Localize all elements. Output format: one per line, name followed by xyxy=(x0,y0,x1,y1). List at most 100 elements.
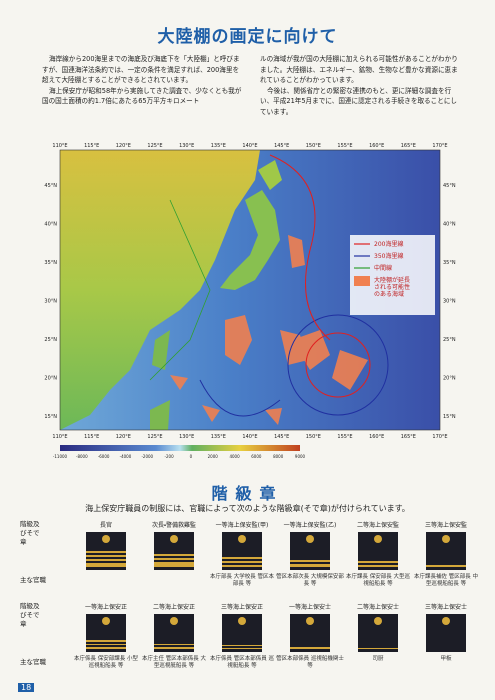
lat-label: 30°N xyxy=(44,299,57,305)
duties: 管区本部係員 巡視船機関士 等 xyxy=(276,656,344,669)
duties: 本庁係員 管区本部係員 巡視艇船長 等 xyxy=(210,656,274,669)
lat-label: 25°N xyxy=(44,337,57,343)
legend-label: 350海里線 xyxy=(374,252,403,260)
scale-label: -4000 xyxy=(120,454,132,459)
lon-label: 165°E xyxy=(401,143,416,149)
insignia xyxy=(86,532,126,570)
insignia xyxy=(426,614,466,652)
scale-label: 0 xyxy=(190,454,193,459)
extension-areas xyxy=(170,235,368,425)
paragraph: 海岸線から200海里までの海底及び海底下を「大陸棚」と呼びますが、国連海洋法条約… xyxy=(42,55,240,84)
lat-label: 30°N xyxy=(443,299,456,305)
duties: 本庁係長 保安部課長 小型巡視船船長 等 xyxy=(74,656,138,669)
stripe xyxy=(290,560,330,562)
emblem xyxy=(102,617,110,625)
scale-label: -8000 xyxy=(76,454,88,459)
stripe xyxy=(290,647,330,649)
insignia xyxy=(358,532,398,570)
rank-name: 二等海上保安監 xyxy=(356,522,399,529)
boundary-lines xyxy=(149,154,389,417)
lon-label: 115°E xyxy=(84,434,99,440)
hokkaido xyxy=(258,160,282,190)
lon-label: 155°E xyxy=(337,143,352,149)
row-label: 階級及びそで章 xyxy=(20,520,40,546)
lat-label: 40°N xyxy=(44,222,57,228)
rank-name: 長官 xyxy=(99,522,112,529)
stripe xyxy=(86,644,126,645)
insignia xyxy=(222,532,262,570)
duties: 本庁部長 大学校長 管区本部長 等 xyxy=(210,574,274,587)
duty-label: 主な官職 xyxy=(20,576,46,584)
scale-label: -2000 xyxy=(141,454,153,459)
stripe xyxy=(86,551,126,553)
lat-label: 45°N xyxy=(44,183,57,189)
scale-label: -6000 xyxy=(98,454,110,459)
stripe xyxy=(222,561,262,563)
stripe xyxy=(86,563,126,567)
insignia xyxy=(154,532,194,570)
rank-name: 一等海上保安監(乙) xyxy=(283,522,337,529)
lon-label: 115°E xyxy=(84,143,99,149)
duties: 甲板 xyxy=(440,656,452,662)
stripe xyxy=(222,557,262,559)
intro-left: 海岸線から200海里までの海底及び海底下を「大陸棚」と呼びますが、国連海洋法条約… xyxy=(42,54,242,107)
legend-label: 中間線 xyxy=(374,264,392,272)
rank-name: 二等海上保安士 xyxy=(356,604,399,611)
lon-label: 150°E xyxy=(306,143,321,149)
mainland xyxy=(60,150,260,430)
insignia xyxy=(86,614,126,652)
emblem xyxy=(442,617,450,625)
taiwan xyxy=(152,330,170,370)
row-label: 階級及びそで章 xyxy=(20,602,40,628)
stripe xyxy=(86,647,126,649)
emblem xyxy=(374,535,382,543)
rank-name: 三等海上保安正 xyxy=(220,604,263,611)
lat-label: 20°N xyxy=(44,376,57,382)
intro-right: ルの海域が我が国の大陸棚に加えられる可能性があることがわかりました。大陸棚は、エ… xyxy=(260,54,460,117)
section-title: 階級章 xyxy=(211,484,284,503)
stripe xyxy=(222,565,262,567)
lon-label: 110°E xyxy=(52,434,67,440)
color-scale xyxy=(60,445,300,451)
lon-label: 120°E xyxy=(116,434,131,440)
rank-name: 一等海上保安監(甲) xyxy=(215,522,269,529)
insignia xyxy=(290,614,330,652)
insignia xyxy=(426,532,466,570)
rank-name: 二等海上保安正 xyxy=(152,604,195,611)
emblem xyxy=(442,535,450,543)
rank-name: 一等海上保安正 xyxy=(84,604,127,611)
rank-name: 三等海上保安士 xyxy=(424,604,467,611)
section-subtitle: 海上保安庁職員の制服には、官職によって次のような階級章(そで章)が付けられていま… xyxy=(85,504,410,513)
stripe xyxy=(154,647,194,649)
rank-name: 三等海上保安監 xyxy=(424,522,467,529)
lon-label: 155°E xyxy=(337,434,352,440)
stripe xyxy=(222,648,262,649)
duties: 管区本部次長 大規模保安部長 等 xyxy=(276,574,344,587)
insignia xyxy=(290,532,330,570)
legend-label: 大陸棚が延長される可能性のある海域 xyxy=(374,276,410,298)
stripe xyxy=(358,561,398,563)
lat-label: 35°N xyxy=(443,260,456,266)
page-title: 大陸棚の画定に向けて xyxy=(157,27,338,47)
emblem xyxy=(102,535,110,543)
lon-label: 170°E xyxy=(432,434,447,440)
scale-label: 2000 xyxy=(208,454,219,459)
emblem xyxy=(170,535,178,543)
paragraph: ルの海域が我が国の大陸棚に加えられる可能性があることがわかりました。大陸棚は、エ… xyxy=(260,55,458,84)
insignia xyxy=(222,614,262,652)
lon-label: 110°E xyxy=(52,143,67,149)
lat-label: 40°N xyxy=(443,222,456,228)
lon-label: 160°E xyxy=(369,143,384,149)
lon-label: 125°E xyxy=(147,143,162,149)
lat-label: 25°N xyxy=(443,337,456,343)
lon-label: 165°E xyxy=(401,434,416,440)
lat-label: 35°N xyxy=(44,260,57,266)
insignia xyxy=(154,614,194,652)
emblem xyxy=(306,617,314,625)
stripe xyxy=(358,648,398,649)
lon-label: 145°E xyxy=(274,143,289,149)
lat-label: 15°N xyxy=(44,414,57,420)
